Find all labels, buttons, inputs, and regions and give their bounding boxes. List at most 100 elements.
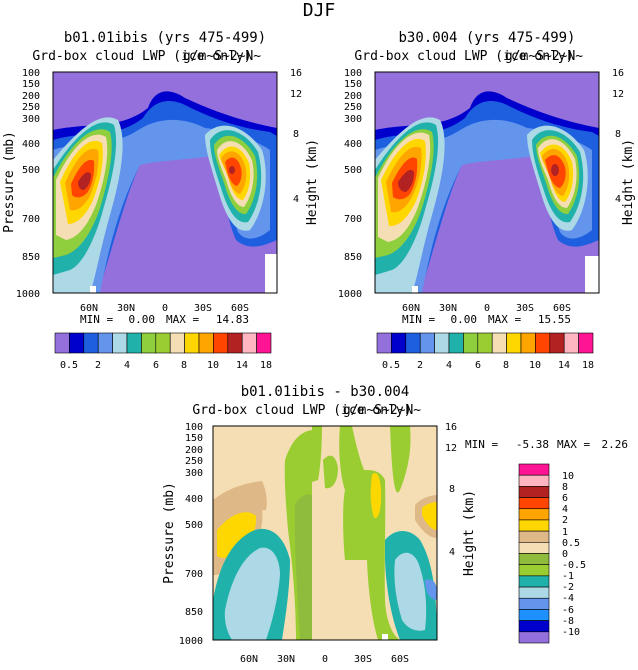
svg-text:MAX =: MAX = xyxy=(166,313,199,326)
y-ticks-right: 16 12 8 4 xyxy=(612,68,624,205)
svg-text:850: 850 xyxy=(22,252,40,263)
contour-band xyxy=(323,455,338,489)
svg-text:300: 300 xyxy=(185,468,203,479)
svg-text:4: 4 xyxy=(562,504,568,515)
contour-band xyxy=(78,172,91,190)
plot-frame xyxy=(212,425,438,641)
svg-text:30S: 30S xyxy=(194,303,212,314)
y-axis-label-right: Height (km) xyxy=(621,139,636,225)
contour-band xyxy=(395,426,407,465)
svg-text:4: 4 xyxy=(615,194,621,205)
svg-text:16: 16 xyxy=(445,422,457,433)
svg-text:700: 700 xyxy=(344,214,362,225)
colorbar-swatch xyxy=(184,332,200,354)
contour-band xyxy=(422,502,437,530)
svg-text:30S: 30S xyxy=(354,654,372,665)
panel-title: b01.01ibis - b30.004 xyxy=(241,384,410,400)
colorbar-swatch xyxy=(563,332,579,354)
svg-text:2: 2 xyxy=(562,515,568,526)
units-overlay: g/m~S~2~N~ xyxy=(505,49,583,64)
colorbar-swatch xyxy=(518,497,550,510)
svg-text:500: 500 xyxy=(344,165,362,176)
y-axis-label: Pressure (mb) xyxy=(2,131,17,233)
svg-text:16: 16 xyxy=(612,68,624,79)
colorbar-swatch xyxy=(256,332,272,354)
svg-text:150: 150 xyxy=(344,79,362,90)
svg-text:8: 8 xyxy=(503,360,509,371)
svg-text:-4: -4 xyxy=(562,593,574,604)
svg-text:1: 1 xyxy=(562,527,568,538)
colorbar xyxy=(518,463,550,644)
y-ticks-right: 16 12 8 4 xyxy=(445,422,457,558)
colorbar-swatch xyxy=(578,332,594,354)
svg-text:60N: 60N xyxy=(240,654,258,665)
page-title: DJF xyxy=(303,0,336,21)
colorbar-swatch xyxy=(69,332,85,354)
svg-text:-0.5: -0.5 xyxy=(562,560,586,571)
colorbar-swatch xyxy=(126,332,142,354)
svg-text:0.00: 0.00 xyxy=(451,313,478,326)
svg-text:100: 100 xyxy=(22,68,40,79)
colorbar-swatch xyxy=(198,332,214,354)
colorbar xyxy=(376,332,594,354)
colorbar-swatch xyxy=(83,332,99,354)
svg-text:2: 2 xyxy=(417,360,423,371)
y-ticks-left: 100 150 200 250 300 400 500 700 850 1000 xyxy=(179,422,203,647)
contour-band xyxy=(370,472,382,519)
svg-text:10: 10 xyxy=(562,471,574,482)
y-ticks-left: 100 150 200 250 300 400 500 700 850 1000 xyxy=(16,68,40,300)
colorbar-swatch xyxy=(463,332,479,354)
panel-subtitle: Grd-box cloud LWP (ice only) xyxy=(32,49,251,64)
colorbar-labels: 10 8 6 4 2 1 0.5 0 -0.5 -1 -2 -4 -6 -8 -… xyxy=(562,471,586,638)
svg-text:400: 400 xyxy=(22,139,40,150)
x-ticks: 60N 30N 0 30S 60S xyxy=(402,303,571,314)
svg-text:-2: -2 xyxy=(562,582,574,593)
y-ticks-right: 16 12 8 4 xyxy=(290,68,302,205)
colorbar-swatch xyxy=(491,332,507,354)
y-axis-label-right: Height (km) xyxy=(305,139,320,225)
colorbar-swatch xyxy=(405,332,421,354)
colorbar-swatch xyxy=(518,586,550,599)
colorbar-swatch xyxy=(518,519,550,532)
svg-text:-8: -8 xyxy=(562,616,574,627)
svg-text:0.00: 0.00 xyxy=(129,313,156,326)
colorbar-swatch xyxy=(434,332,450,354)
svg-text:0: 0 xyxy=(562,549,568,560)
colorbar-swatch xyxy=(518,542,550,554)
colorbar-swatch xyxy=(518,564,550,577)
plot-frame xyxy=(52,71,278,294)
svg-text:12: 12 xyxy=(290,89,302,100)
colorbar-swatch xyxy=(506,332,522,354)
panel-title: b01.01ibis (yrs 475-499) xyxy=(64,30,266,46)
svg-text:700: 700 xyxy=(185,569,203,580)
svg-text:850: 850 xyxy=(185,607,203,618)
svg-text:-6: -6 xyxy=(562,605,574,616)
colorbar-swatch xyxy=(520,332,536,354)
colorbar-swatch xyxy=(155,332,171,354)
svg-text:60S: 60S xyxy=(553,303,571,314)
contour-band xyxy=(229,166,235,174)
x-ticks: 60N 30N 0 30S 60S xyxy=(240,654,409,665)
colorbar-swatch xyxy=(549,332,565,354)
svg-text:14: 14 xyxy=(236,360,248,371)
colorbar-swatch xyxy=(518,508,550,521)
svg-text:12: 12 xyxy=(612,89,624,100)
svg-text:0: 0 xyxy=(162,303,168,314)
panel-title: b30.004 (yrs 475-499) xyxy=(398,30,575,46)
svg-text:14.83: 14.83 xyxy=(216,313,249,326)
svg-text:200: 200 xyxy=(22,91,40,102)
svg-text:16: 16 xyxy=(290,68,302,79)
colorbar-swatch xyxy=(213,332,229,354)
svg-text:0.5: 0.5 xyxy=(60,360,78,371)
svg-text:15.55: 15.55 xyxy=(538,313,571,326)
colorbar-swatch xyxy=(518,609,550,621)
svg-text:8: 8 xyxy=(562,482,568,493)
y-ticks-left: 100 150 200 250 300 400 500 700 850 1000 xyxy=(338,68,362,300)
svg-text:2: 2 xyxy=(95,360,101,371)
svg-text:4: 4 xyxy=(449,547,455,558)
contour-band xyxy=(398,169,414,192)
svg-text:250: 250 xyxy=(344,102,362,113)
svg-text:30S: 30S xyxy=(516,303,534,314)
y-axis-label-right: Height (km) xyxy=(462,490,477,576)
contour-band xyxy=(224,547,280,640)
